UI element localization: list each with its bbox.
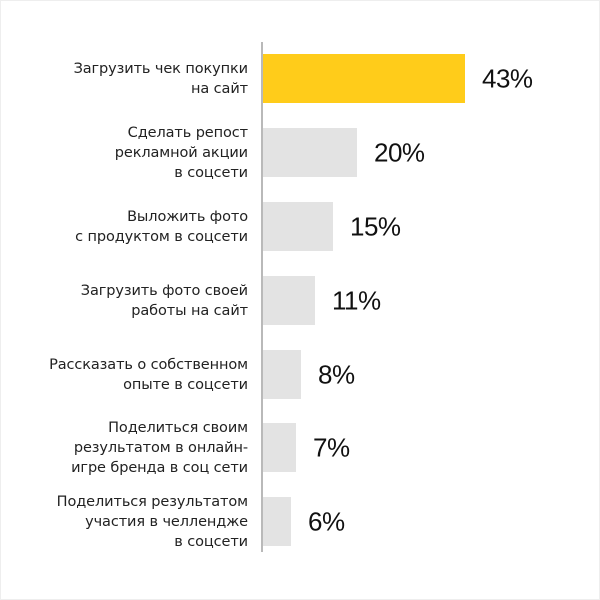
- value-label: 20%: [374, 137, 425, 167]
- category-label: Загрузить фото своей работы на сайт: [80, 282, 248, 319]
- category-label: Загрузить чек покупки на сайт: [73, 60, 249, 97]
- value-label: 7%: [313, 432, 350, 462]
- value-label: 8%: [318, 359, 355, 389]
- category-label: Сделать репост рекламной акции в соцсети: [114, 124, 248, 181]
- y-axis-line: [261, 42, 263, 552]
- bar: [263, 423, 296, 472]
- category-label: Выложить фото с продуктом в соцсети: [75, 208, 248, 245]
- value-label: 6%: [308, 506, 345, 536]
- bar-row: Загрузить чек покупки на сайт 43%: [0, 54, 600, 103]
- value-label: 43%: [482, 63, 533, 93]
- category-label: Поделиться результатом участия в челленд…: [56, 493, 248, 550]
- value-label: 11%: [332, 285, 381, 315]
- bar-row: Сделать репост рекламной акции в соцсети…: [0, 125, 600, 181]
- bar: [263, 128, 357, 177]
- value-label: 15%: [350, 211, 401, 241]
- bar: [263, 497, 291, 546]
- bar-row: Выложить фото с продуктом в соцсети 15%: [0, 202, 600, 251]
- bar: [263, 350, 301, 399]
- bar: [263, 202, 333, 251]
- category-label: Рассказать о собственном опыте в соцсети: [49, 356, 248, 393]
- bar: [263, 276, 315, 325]
- highlighted-bar: [263, 54, 465, 103]
- category-label: Поделиться своим результатом в онлайн- и…: [71, 419, 248, 476]
- bar-row: Поделиться результатом участия в челленд…: [0, 494, 600, 550]
- bar-row: Поделиться своим результатом в онлайн- и…: [0, 420, 600, 476]
- bar-row: Рассказать о собственном опыте в соцсети…: [0, 350, 600, 399]
- bar-row: Загрузить фото своей работы на сайт 11%: [0, 276, 600, 325]
